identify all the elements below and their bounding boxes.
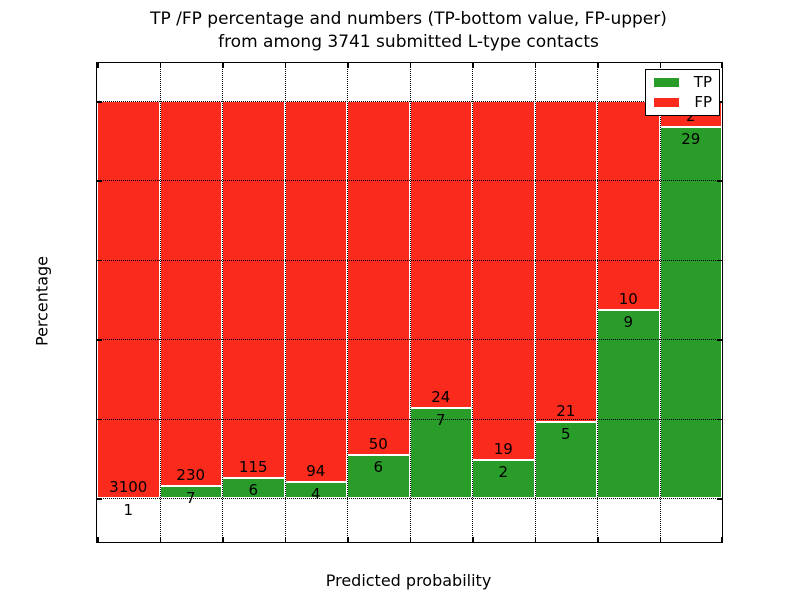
- bar-fp-count-label: 230: [176, 466, 206, 485]
- tick-y-left-20: [97, 418, 102, 421]
- tick-y-right-20: [717, 418, 722, 421]
- legend-label-fp: FP: [694, 93, 712, 111]
- bar-fp-0.2-0.3: [222, 101, 285, 479]
- bar-fp-0.8-0.9: [597, 101, 660, 310]
- y-axis-label: Percentage: [32, 255, 52, 347]
- grid-line-v-0.1: [159, 63, 161, 542]
- bar-fp-0.5-0.6: [409, 101, 472, 409]
- bar-tp-count-label: 7: [185, 489, 196, 508]
- tick-x-bottom-6: [472, 537, 474, 542]
- tick-y-left-60: [97, 259, 102, 262]
- fp-swatch-icon: [654, 98, 679, 107]
- grid-line-v-0.8: [597, 63, 598, 542]
- bar-fp-count-label: 3100: [109, 477, 148, 496]
- bar-fp-0.6-0.7: [472, 101, 535, 461]
- tick-x-top-9: [659, 63, 661, 68]
- tick-x-bottom-4: [347, 537, 349, 542]
- tick-y-left-40: [97, 339, 102, 341]
- chart-title-line2: from among 3741 submitted L-type contact…: [218, 32, 599, 52]
- bar-tp-count-label: 2: [498, 463, 509, 482]
- bar-fp-count-label: 115: [238, 458, 268, 477]
- tick-x-top-8: [597, 63, 599, 68]
- bar-fp-0.4-0.5: [347, 101, 410, 456]
- tick-x-top-3: [284, 63, 286, 68]
- bar-tp-count-label: 9: [623, 312, 634, 331]
- bar-fp-count-label: 50: [368, 435, 388, 454]
- grid-line-v-0.7: [534, 63, 536, 542]
- tp-swatch-icon: [654, 78, 679, 87]
- bar-tp-count-label: 6: [373, 458, 384, 477]
- grid-line-v-0.4: [347, 63, 348, 542]
- tick-x-top-2: [222, 63, 224, 68]
- tick-x-bottom-8: [597, 537, 599, 542]
- plot-area: 3100123071156944506247192215109229 TP FP: [96, 62, 723, 543]
- tick-x-bottom-10: [720, 537, 722, 542]
- bar-tp-count-label: 4: [310, 484, 321, 503]
- tick-y-right-60: [717, 259, 722, 262]
- bar-fp-0.3-0.4: [284, 101, 347, 482]
- tick-x-top-4: [347, 63, 349, 68]
- tick-x-top-0: [97, 63, 99, 68]
- bar-tp-count-label: 7: [435, 411, 446, 430]
- bar-tp-0.5-0.6: [409, 408, 472, 498]
- bar-fp-count-label: 94: [306, 461, 326, 480]
- grid-line-v-0.6: [472, 63, 473, 542]
- tick-x-bottom-2: [222, 537, 224, 542]
- legend: TP FP: [645, 69, 720, 116]
- tick-y-right-0: [717, 498, 722, 500]
- tick-x-top-5: [409, 63, 411, 68]
- legend-item-fp: FP: [654, 93, 712, 111]
- bar-tp-count-label: 29: [681, 129, 701, 148]
- grid-line-v-0.9: [659, 63, 661, 542]
- tick-y-left-80: [97, 180, 102, 182]
- tick-x-bottom-7: [534, 537, 536, 542]
- bar-fp-0.1-0.2: [159, 101, 222, 487]
- tick-x-bottom-5: [409, 537, 411, 542]
- bar-tp-count-label: 5: [560, 424, 571, 443]
- tick-x-bottom-3: [284, 537, 286, 542]
- grid-line-v-0.3: [284, 63, 286, 542]
- tick-y-right-80: [717, 180, 722, 182]
- chart-title-line1: TP /FP percentage and numbers (TP-bottom…: [150, 9, 667, 29]
- grid-line-v-0.2: [222, 63, 223, 542]
- chart-title: TP /FP percentage and numbers (TP-bottom…: [96, 8, 721, 54]
- bar-tp-count-label: 1: [123, 500, 134, 519]
- x-axis-label: Predicted probability: [325, 571, 492, 590]
- grid-line-v-0.5: [409, 63, 411, 542]
- tick-x-top-10: [720, 63, 722, 68]
- bar-tp-0.6-0.7: [472, 460, 535, 498]
- bar-fp-0.0-0.1: [97, 101, 160, 498]
- tick-x-bottom-9: [659, 537, 661, 542]
- tick-x-top-7: [534, 63, 536, 68]
- bar-fp-0.7-0.8: [534, 101, 597, 422]
- tick-x-bottom-1: [159, 537, 161, 542]
- tick-x-bottom-0: [97, 537, 99, 542]
- tick-y-left-0: [97, 498, 102, 500]
- bar-tp-0.4-0.5: [347, 455, 410, 498]
- bar-tp-count-label: 6: [248, 481, 259, 500]
- bar-tp-0.9-1.0: [659, 126, 722, 498]
- tick-y-left-100: [97, 101, 102, 103]
- tick-x-top-1: [159, 63, 161, 68]
- bar-fp-count-label: 19: [493, 440, 513, 459]
- tick-x-top-6: [472, 63, 474, 68]
- bar-fp-count-label: 24: [431, 388, 451, 407]
- legend-item-tp: TP: [654, 73, 712, 91]
- bar-tp-0.8-0.9: [597, 309, 660, 498]
- bar-fp-count-label: 21: [556, 401, 576, 420]
- legend-label-tp: TP: [693, 73, 712, 91]
- tick-y-right-40: [717, 339, 722, 341]
- bar-fp-count-label: 10: [618, 289, 638, 308]
